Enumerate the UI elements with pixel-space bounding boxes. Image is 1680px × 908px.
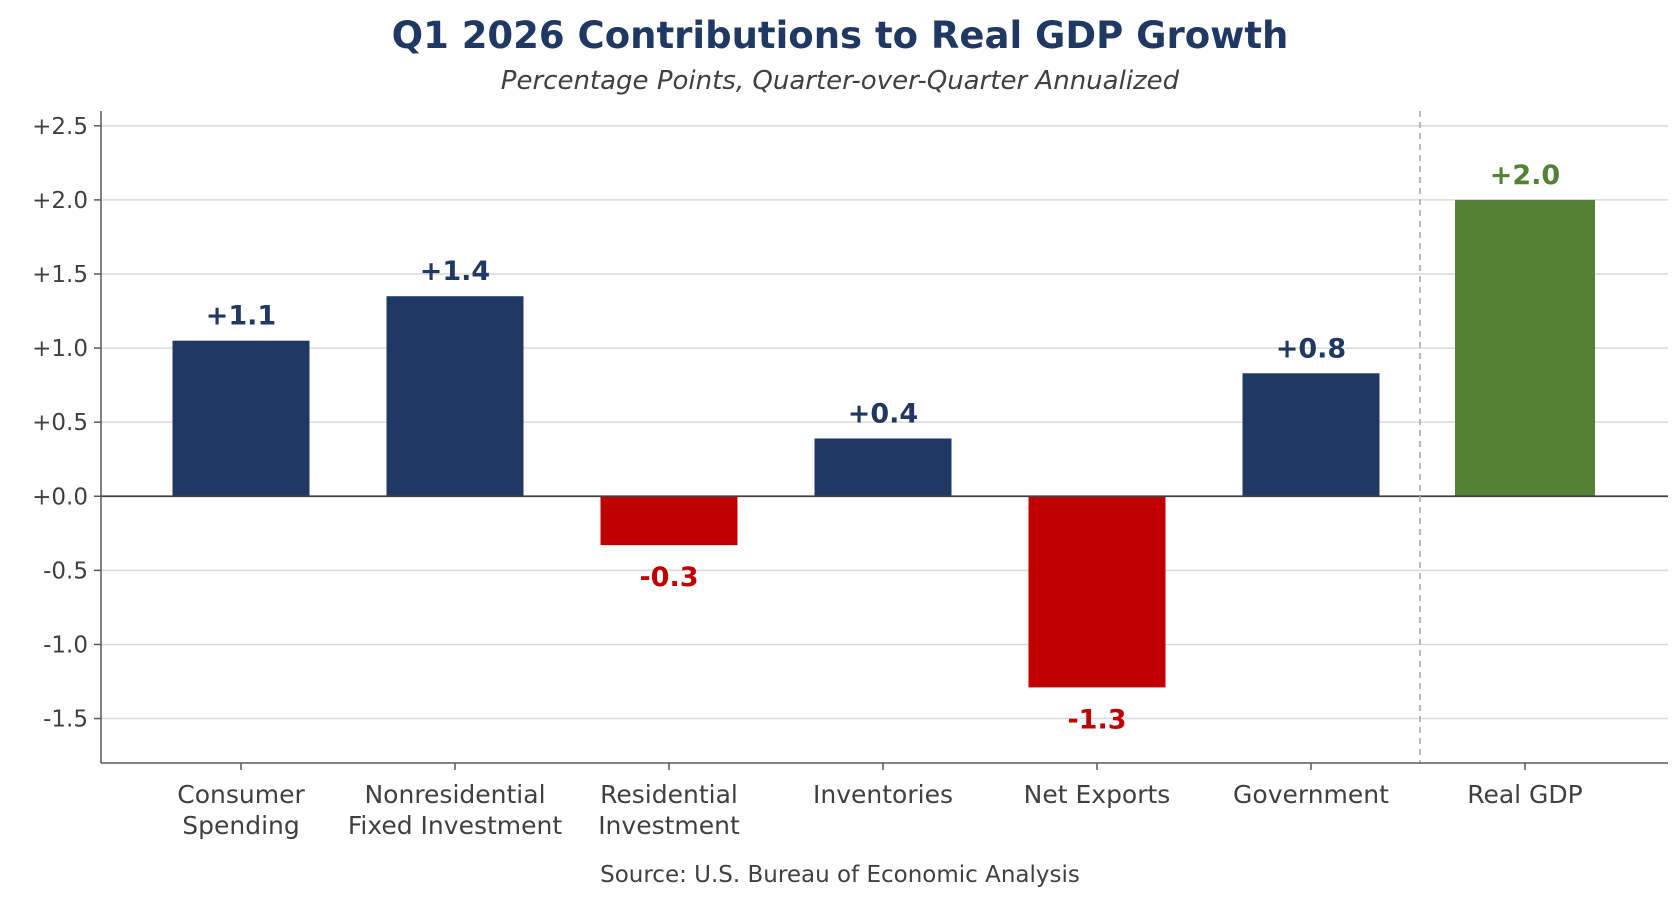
y-tick-label: +1.5 xyxy=(32,262,88,288)
data-label: +0.4 xyxy=(848,398,918,429)
data-label: -1.3 xyxy=(1067,704,1126,735)
x-tick-label: Consumer Spending xyxy=(177,780,305,840)
bar xyxy=(1242,373,1380,497)
bars xyxy=(172,199,1595,688)
x-tick-label: Inventories xyxy=(813,780,953,809)
y-tick-label: +2.0 xyxy=(32,188,88,214)
data-label: +0.8 xyxy=(1276,333,1346,364)
x-tick-label: Real GDP xyxy=(1467,780,1583,809)
data-label: -0.3 xyxy=(639,562,698,593)
data-label: +2.0 xyxy=(1490,160,1560,191)
chart-subtitle: Percentage Points, Quarter-over-Quarter … xyxy=(500,66,1180,96)
x-tick-label: Government xyxy=(1233,780,1389,809)
y-tick-label: -1.0 xyxy=(43,632,88,658)
bar xyxy=(386,296,524,497)
bar xyxy=(600,496,738,546)
y-tick-label: +0.5 xyxy=(32,410,88,436)
bar xyxy=(1028,496,1166,688)
y-tick-label: +2.5 xyxy=(32,114,88,140)
data-label: +1.1 xyxy=(206,301,276,332)
x-tick-label: Residential Investment xyxy=(598,780,740,840)
labels: +2.5 +2.0 +1.5 +1.0 +0.5 +0.0 -0.5 -1.0 -1.5 +1.1… xyxy=(32,114,1583,840)
y-tick-label: -0.5 xyxy=(43,558,88,584)
x-tick-label: Nonresidential Fixed Investment xyxy=(348,780,563,840)
total-bar xyxy=(1455,199,1595,497)
bar xyxy=(172,340,310,497)
data-label: +1.4 xyxy=(420,256,490,287)
y-tick-label: +1.0 xyxy=(32,336,88,362)
x-tick-label: Net Exports xyxy=(1024,780,1171,809)
axes xyxy=(94,111,1668,770)
chart-source: Source: U.S. Bureau of Economic Analysis xyxy=(600,862,1080,888)
y-tick-label: -1.5 xyxy=(43,707,88,733)
chart-title: Q1 2026 Contributions to Real GDP Growth xyxy=(391,14,1289,57)
y-tick-label: +0.0 xyxy=(32,484,88,510)
bar xyxy=(814,438,952,497)
